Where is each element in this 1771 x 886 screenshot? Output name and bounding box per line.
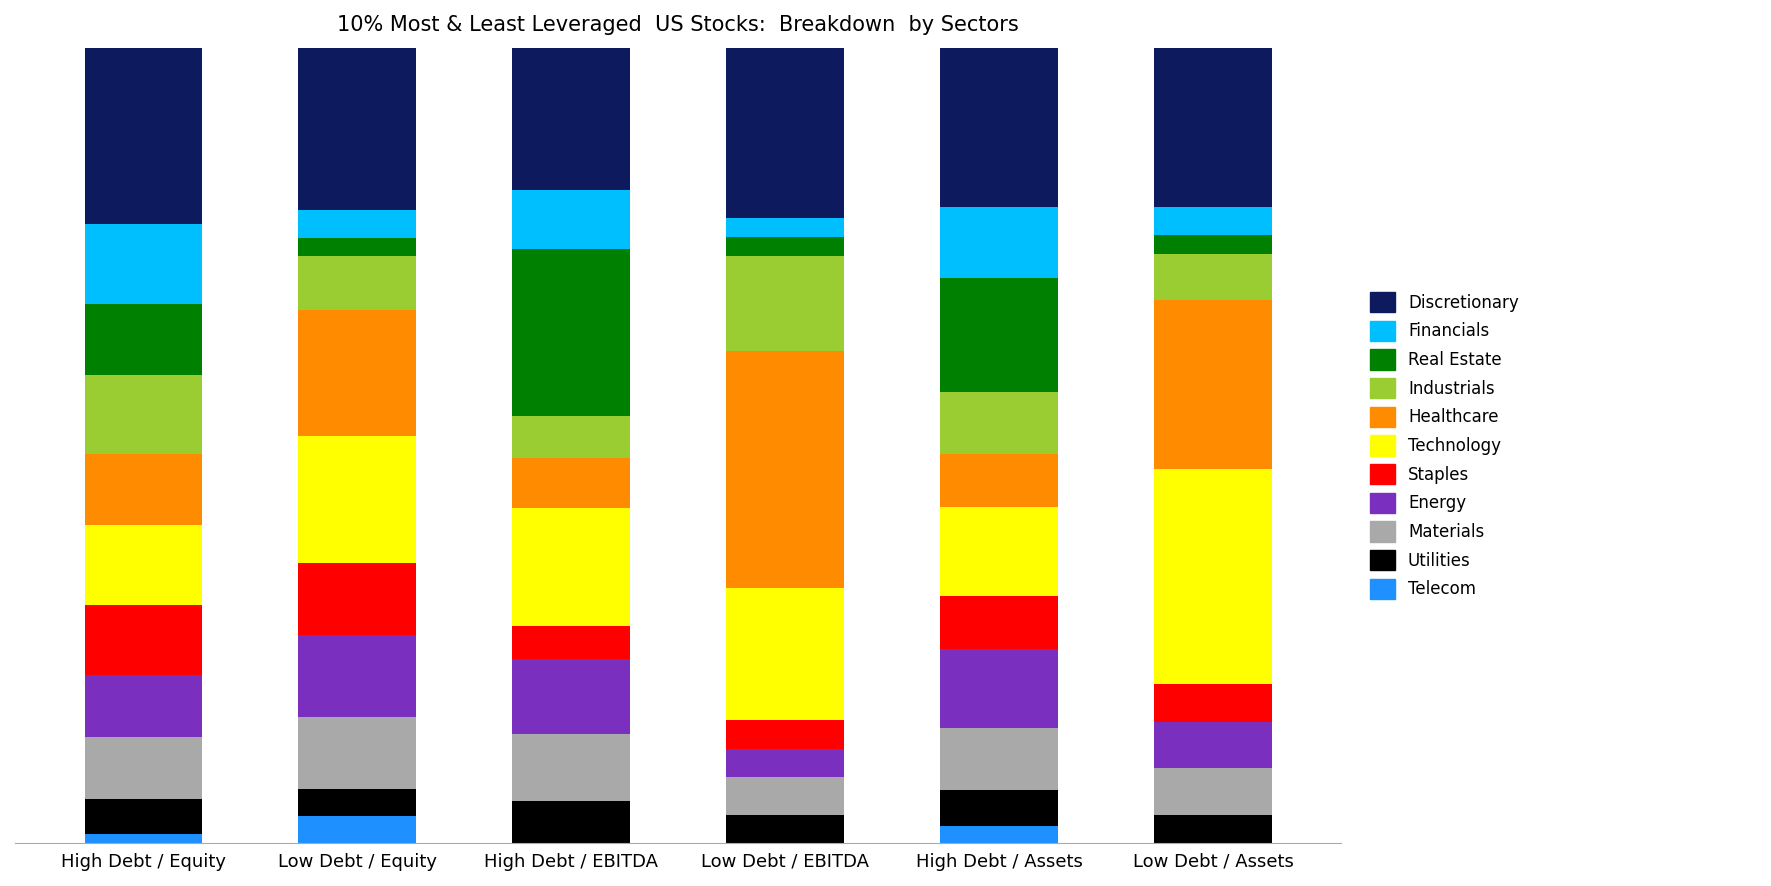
Bar	[1155, 206, 1272, 235]
Bar	[726, 587, 845, 720]
Bar	[85, 604, 202, 675]
Bar	[512, 734, 630, 802]
Bar	[85, 799, 202, 835]
Bar	[512, 190, 630, 249]
Bar	[512, 802, 630, 843]
Bar	[512, 458, 630, 509]
Bar	[299, 237, 416, 255]
Bar	[1155, 815, 1272, 843]
Bar	[1155, 253, 1272, 300]
Bar	[299, 310, 416, 437]
Bar	[299, 816, 416, 843]
Bar	[1155, 48, 1272, 206]
Bar	[726, 237, 845, 256]
Bar	[512, 249, 630, 416]
Bar	[726, 815, 845, 843]
Bar	[1155, 300, 1272, 469]
Bar	[299, 635, 416, 717]
Bar	[940, 649, 1057, 728]
Bar	[512, 48, 630, 190]
Bar	[85, 48, 202, 224]
Legend: Discretionary, Financials, Real Estate, Industrials, Healthcare, Technology, Sta: Discretionary, Financials, Real Estate, …	[1364, 285, 1525, 606]
Bar	[940, 728, 1057, 790]
Bar	[1155, 721, 1272, 768]
Bar	[512, 416, 630, 458]
Bar	[940, 595, 1057, 649]
Bar	[1155, 768, 1272, 815]
Bar	[299, 563, 416, 635]
Bar	[85, 224, 202, 304]
Bar	[940, 455, 1057, 508]
Bar	[85, 375, 202, 455]
Bar	[299, 210, 416, 237]
Bar	[1155, 469, 1272, 684]
Bar	[512, 659, 630, 734]
Bar	[726, 720, 845, 749]
Bar	[940, 790, 1057, 826]
Bar	[299, 437, 416, 563]
Bar	[512, 509, 630, 626]
Bar	[940, 277, 1057, 392]
Bar	[726, 256, 845, 351]
Bar	[299, 48, 416, 210]
Bar	[726, 777, 845, 815]
Bar	[940, 206, 1057, 277]
Bar	[940, 48, 1057, 206]
Bar	[299, 255, 416, 310]
Bar	[512, 626, 630, 659]
Bar	[85, 304, 202, 375]
Bar	[299, 789, 416, 816]
Bar	[85, 525, 202, 604]
Bar	[85, 455, 202, 525]
Bar	[85, 737, 202, 799]
Bar	[726, 48, 845, 218]
Bar	[940, 508, 1057, 595]
Bar	[1155, 684, 1272, 721]
Bar	[940, 392, 1057, 455]
Bar	[299, 717, 416, 789]
Bar	[85, 835, 202, 843]
Bar	[726, 749, 845, 777]
Bar	[726, 351, 845, 587]
Bar	[726, 218, 845, 237]
Bar	[85, 675, 202, 737]
Bar	[940, 826, 1057, 843]
Bar	[1155, 235, 1272, 253]
Title: 10% Most & Least Leveraged  US Stocks:  Breakdown  by Sectors: 10% Most & Least Leveraged US Stocks: Br…	[336, 15, 1018, 35]
